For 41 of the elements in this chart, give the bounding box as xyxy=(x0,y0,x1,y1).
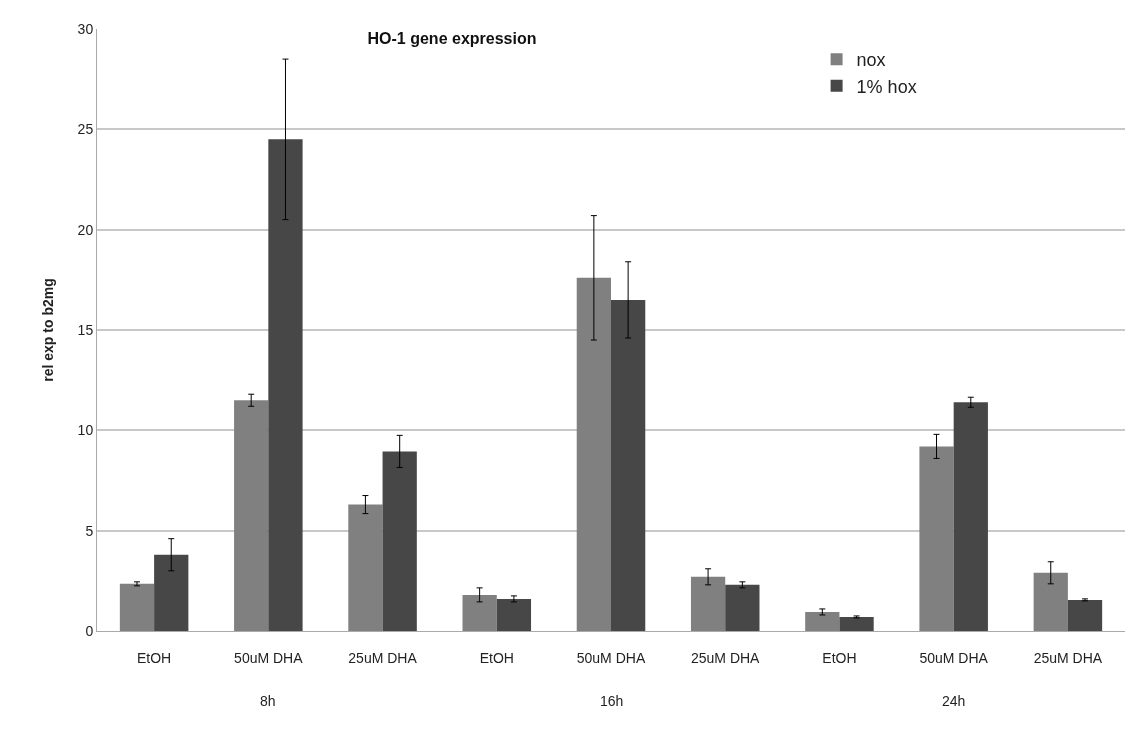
bar xyxy=(382,451,417,631)
bar xyxy=(1067,599,1103,631)
text: 8h xyxy=(260,693,276,709)
x-tick-label: 50uM DHA xyxy=(576,649,646,666)
bar xyxy=(725,584,760,631)
y-tick-label: 0 xyxy=(85,622,94,639)
bar xyxy=(348,504,383,631)
x-tick-label: 25uM DHA xyxy=(1033,649,1103,666)
legend-label: 1% hox xyxy=(856,76,917,97)
text: 16h xyxy=(600,693,624,709)
bar xyxy=(805,611,840,631)
y-tick-label: 15 xyxy=(77,321,94,338)
x-tick-label: 50uM DHA xyxy=(234,649,304,666)
chart-title: HO-1 gene expression xyxy=(367,30,537,48)
y-axis-title: rel exp to b2mg xyxy=(40,278,57,382)
text: 24h xyxy=(942,693,966,709)
bar xyxy=(839,616,874,631)
x-tick-label: 50uM DHA xyxy=(919,649,989,666)
x-tick-label: EtOH xyxy=(479,649,514,666)
y-tick-label: 25 xyxy=(77,121,94,138)
bar xyxy=(462,594,497,631)
x-tick-label: 25uM DHA xyxy=(348,649,418,666)
bar xyxy=(953,402,988,631)
bar xyxy=(919,446,954,631)
bar xyxy=(154,554,189,631)
bar xyxy=(576,277,611,631)
x-tick-label: EtOH xyxy=(136,649,172,666)
bar xyxy=(496,598,532,631)
bar xyxy=(690,576,726,631)
bar xyxy=(268,139,303,631)
bar xyxy=(234,400,269,631)
y-tick-label: 5 xyxy=(85,522,94,539)
legend-label: nox xyxy=(856,50,886,71)
x-tick-label: 25uM DHA xyxy=(690,649,761,666)
y-tick-label: 20 xyxy=(77,221,94,238)
y-tick-label: 30 xyxy=(77,20,94,37)
bar xyxy=(611,299,646,631)
x-tick-label: EtOH xyxy=(822,649,857,666)
y-tick-label: 10 xyxy=(77,422,94,439)
bar xyxy=(1033,572,1068,631)
bar xyxy=(119,583,155,631)
